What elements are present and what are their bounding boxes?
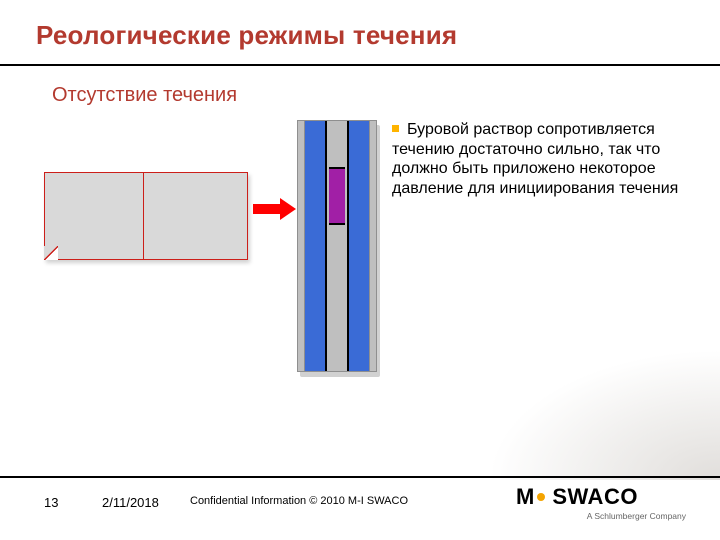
callout-box	[44, 172, 248, 260]
slide-subtitle: Отсутствие течения	[52, 84, 237, 107]
annulus-left	[305, 121, 327, 371]
annulus-right	[347, 121, 369, 371]
rule-top	[0, 64, 720, 66]
logo-tagline: A Schlumberger Company	[516, 511, 686, 521]
bullet-item: Буровой раствор сопротивляется течению д…	[392, 120, 692, 198]
footer-confidential: Confidential Information © 2010 M-I SWAC…	[190, 495, 408, 507]
logo-m: M	[516, 484, 533, 510]
casing-right	[369, 121, 376, 371]
pressure-arrow-icon	[253, 200, 297, 218]
wellbore-diagram	[297, 120, 377, 372]
logo-i-dot-icon	[537, 493, 545, 501]
logo-swaco: SWACO	[552, 484, 638, 510]
drillstring-bottom	[329, 225, 345, 371]
page-number: 13	[44, 495, 58, 510]
slide-title: Реологические режимы течения	[36, 20, 700, 51]
brand-logo: M SWACO A Schlumberger Company	[516, 484, 686, 524]
background-texture	[100, 260, 720, 480]
casing-left	[298, 121, 305, 371]
callout-fold-icon	[44, 246, 58, 260]
drillstring-top	[329, 121, 345, 169]
fluid-plug	[329, 169, 345, 225]
bullet-marker-icon	[392, 125, 399, 132]
bullet-text: Буровой раствор сопротивляется течению д…	[392, 121, 678, 197]
footer-date: 2/11/2018	[102, 495, 159, 510]
rule-bottom	[0, 476, 720, 478]
